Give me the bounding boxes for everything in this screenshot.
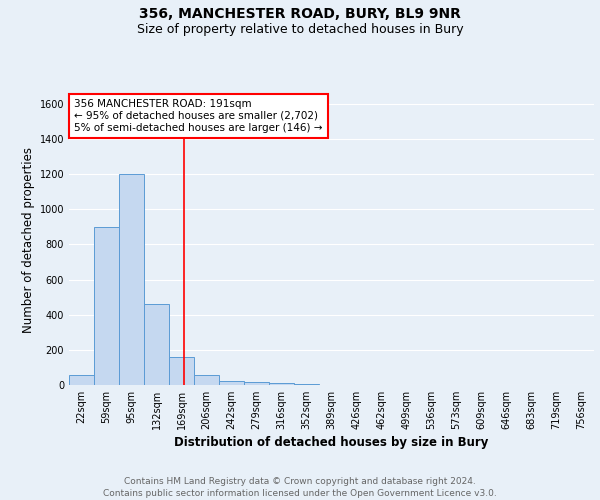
Bar	[244, 382, 269, 385]
X-axis label: Distribution of detached houses by size in Bury: Distribution of detached houses by size …	[175, 436, 488, 449]
Bar	[119, 174, 144, 385]
Text: 356 MANCHESTER ROAD: 191sqm
← 95% of detached houses are smaller (2,702)
5% of s: 356 MANCHESTER ROAD: 191sqm ← 95% of det…	[74, 100, 323, 132]
Bar	[194, 376, 219, 385]
Bar	[94, 227, 119, 385]
Bar	[294, 384, 319, 385]
Text: 356, MANCHESTER ROAD, BURY, BL9 9NR: 356, MANCHESTER ROAD, BURY, BL9 9NR	[139, 8, 461, 22]
Bar	[269, 383, 294, 385]
Y-axis label: Number of detached properties: Number of detached properties	[22, 147, 35, 333]
Bar	[219, 380, 244, 385]
Bar	[169, 357, 194, 385]
Bar	[144, 304, 169, 385]
Text: Contains HM Land Registry data © Crown copyright and database right 2024.
Contai: Contains HM Land Registry data © Crown c…	[103, 476, 497, 498]
Text: Size of property relative to detached houses in Bury: Size of property relative to detached ho…	[137, 22, 463, 36]
Bar	[69, 376, 94, 385]
